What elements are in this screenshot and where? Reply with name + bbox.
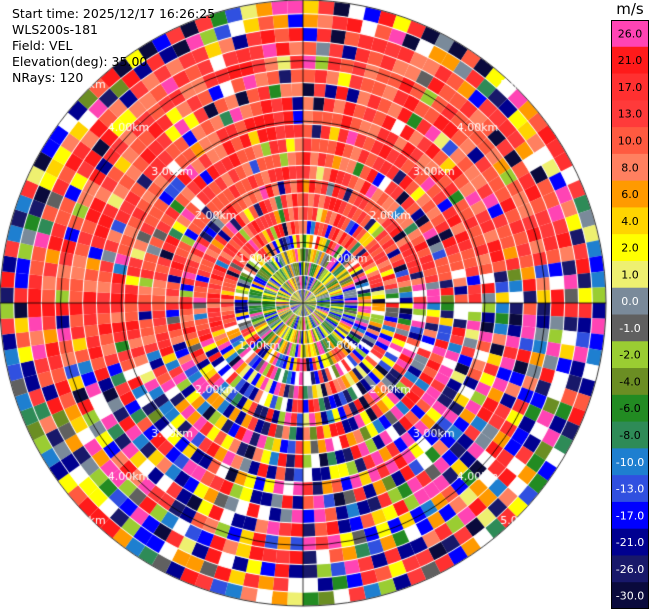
colorbar-tick-label: 21.0	[618, 54, 643, 67]
colorbar-tick-label: -26.0	[616, 563, 644, 576]
colorbar-swatch	[611, 73, 649, 101]
colorbar-swatch	[611, 582, 649, 609]
colorbar-tick-label: 1.0	[621, 268, 639, 281]
colorbar-tick-label: -30.0	[616, 590, 644, 603]
colorbar-swatch	[611, 100, 649, 128]
colorbar-tick-label: 17.0	[618, 81, 643, 94]
colorbar-swatch	[611, 394, 649, 423]
colorbar-swatch	[611, 314, 649, 342]
colorbar-tick-label: 8.0	[621, 161, 639, 174]
field-label: Field: VEL	[12, 38, 73, 53]
colorbar-swatch	[611, 368, 649, 396]
colorbar-swatch	[611, 207, 649, 235]
colorbar-swatch	[611, 528, 649, 556]
colorbar-swatch	[611, 153, 649, 182]
colorbar-tick-label: -6.0	[619, 402, 640, 415]
colorbar-tick-label: -13.0	[616, 483, 644, 496]
colorbar-swatch	[611, 127, 649, 155]
colorbar-tick-label: 10.0	[618, 134, 643, 147]
start-time-label: Start time: 2025/12/17 16:26:25	[12, 6, 216, 21]
colorbar-tick-label: 26.0	[618, 27, 643, 40]
elevation-label: Elevation(deg): 35.00	[12, 54, 148, 69]
colorbar-tick-label: -10.0	[616, 456, 644, 469]
colorbar-swatch	[611, 341, 649, 369]
colorbar-tick-label: 4.0	[621, 215, 639, 228]
colorbar-swatch	[611, 287, 649, 315]
colorbar-swatch	[611, 260, 649, 289]
colorbar-swatch	[611, 555, 649, 583]
colorbar-tick-label: 6.0	[621, 188, 639, 201]
site-label: WLS200s-181	[12, 22, 98, 37]
colorbar-swatch	[611, 475, 649, 503]
colorbar-tick-label: 0.0	[621, 295, 639, 308]
colorbar-swatch	[611, 234, 649, 262]
colorbar-swatch	[611, 448, 649, 476]
colorbar-tick-label: -21.0	[616, 536, 644, 549]
colorbar-tick-label: 2.0	[621, 242, 639, 255]
colorbar-tick-label: -8.0	[619, 429, 640, 442]
colorbar-swatch	[611, 46, 649, 75]
colorbar-tick-label: -17.0	[616, 509, 644, 522]
colorbar-unit-label: m/s	[616, 0, 644, 18]
colorbar-swatch	[611, 421, 649, 449]
colorbar-tick-label: -1.0	[619, 322, 640, 335]
colorbar-swatch	[611, 180, 649, 208]
colorbar-swatch	[611, 501, 649, 530]
nrays-label: NRays: 120	[12, 70, 84, 85]
colorbar-swatch	[611, 20, 649, 48]
colorbar-tick-label: -4.0	[619, 375, 640, 388]
colorbar-tick-label: -2.0	[619, 349, 640, 362]
colorbar: 26.0 21.0 17.0 13.0 10.0 8.0 6.0 4.0 2.0 1.0 0.0 -1…	[611, 20, 649, 609]
colorbar-tick-label: 13.0	[618, 108, 643, 121]
